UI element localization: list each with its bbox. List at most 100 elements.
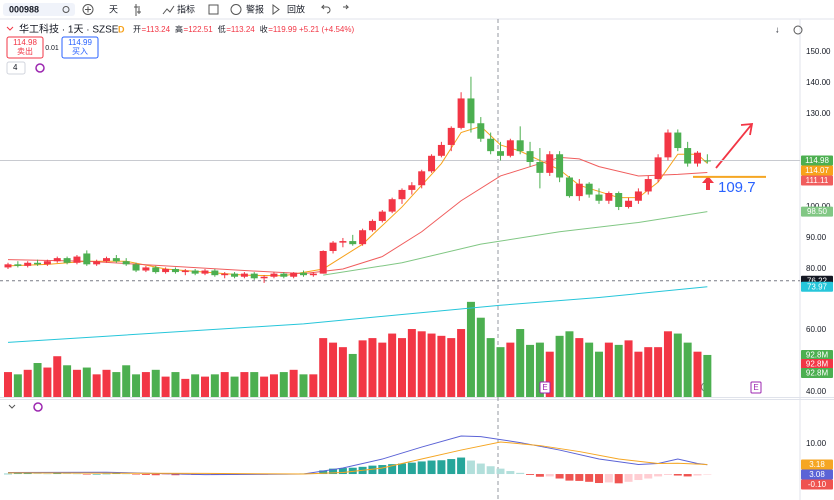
histogram-bar (575, 474, 584, 481)
alert-icon[interactable] (230, 4, 242, 15)
indicator-count[interactable]: 4 (13, 63, 18, 72)
volume-bar (644, 347, 653, 397)
volume-bar (624, 340, 633, 397)
candle-body (73, 256, 81, 263)
axis-value-label: 114.98 (805, 156, 829, 165)
volume-bar (506, 342, 515, 397)
symbol-box[interactable] (3, 3, 75, 16)
candle-body (309, 273, 317, 276)
buy-price[interactable]: 114.99 (68, 38, 92, 47)
candle-body (477, 123, 485, 139)
histogram-bar (4, 473, 12, 475)
legend-value: =113.24 (142, 25, 171, 34)
candle-body (664, 132, 672, 158)
histogram-bar (348, 467, 357, 475)
alerts[interactable]: 警报 (246, 3, 264, 14)
axis-value-label: 3.18 (809, 460, 825, 469)
add-icon[interactable] (82, 4, 94, 15)
histogram-bar (102, 473, 111, 475)
indicator-toggle[interactable] (6, 61, 26, 75)
volume-bar (230, 376, 239, 397)
sell-price[interactable]: 114.98 (13, 38, 37, 47)
candle-body (201, 270, 209, 274)
histogram-bar (23, 473, 32, 475)
y-tick-label: 150.00 (806, 47, 831, 56)
axis-value-label: 114.07 (805, 166, 829, 175)
volume-bar (535, 342, 544, 397)
interval[interactable]: 天 (109, 4, 118, 14)
volume-bar (220, 372, 229, 397)
candle-body (191, 270, 199, 274)
candle-body (171, 268, 179, 273)
buy-button[interactable] (61, 36, 99, 59)
buy-label[interactable]: 买入 (72, 47, 88, 56)
histogram-bar (634, 474, 643, 481)
candle-body (349, 241, 357, 245)
down-arrow[interactable]: ↓ (775, 24, 780, 34)
histogram-bar (486, 466, 495, 475)
add-plus (85, 6, 91, 13)
y-tick-label: 60.00 (806, 325, 827, 334)
candle-body (368, 220, 376, 231)
candle-body (398, 189, 406, 200)
histogram-bar (693, 474, 702, 476)
candle-body (34, 262, 42, 265)
candle-body (546, 154, 554, 173)
search-icon[interactable] (62, 6, 70, 13)
volume-bar (614, 344, 623, 397)
histogram-bar (53, 473, 62, 475)
volume-bar (82, 367, 91, 397)
settings-icon[interactable] (793, 25, 803, 35)
volume-bar (663, 331, 672, 397)
volume-bar (112, 372, 121, 397)
symbol[interactable]: 000988 (9, 4, 39, 14)
chart-type-icon[interactable] (134, 4, 141, 16)
collapse-icon[interactable] (6, 26, 14, 31)
event-badge (750, 381, 762, 394)
up-arrow (702, 176, 714, 190)
histogram-bar (565, 474, 574, 481)
histogram-bar (683, 474, 692, 477)
axis-value-box (801, 469, 833, 480)
histogram-bar (171, 474, 180, 476)
axis-value-label: 73.97 (807, 282, 828, 291)
volume-bar (309, 374, 318, 397)
histogram-bar (82, 474, 91, 475)
undo-icon[interactable] (320, 4, 331, 14)
replay-icon[interactable] (272, 4, 280, 15)
volume-bar (575, 338, 584, 397)
volume-bar (269, 374, 278, 397)
volume-bar (595, 351, 603, 397)
indicators[interactable]: 指标 (177, 3, 195, 14)
sell-button[interactable] (6, 36, 44, 59)
histogram-bar (338, 468, 347, 475)
layout-icon[interactable] (208, 4, 219, 15)
sell-label[interactable]: 卖出 (17, 46, 33, 56)
toolbar (0, 0, 834, 19)
histogram-bar (506, 471, 515, 475)
axis-value-label: 92.8M (806, 351, 829, 360)
volume-bar (13, 374, 22, 397)
candle-body (467, 98, 475, 124)
histogram-bar (427, 460, 436, 475)
y-tick-label: 130.00 (806, 109, 831, 118)
candle-body (103, 258, 110, 262)
volume-bar (319, 338, 328, 397)
volume-bar (33, 363, 42, 397)
candle-body (497, 151, 504, 156)
candle-body (388, 199, 396, 212)
collapse-icon[interactable] (8, 404, 16, 409)
volume-bar (171, 372, 180, 397)
axis-value-label: 111.11 (806, 176, 829, 185)
volume-bar (260, 376, 269, 397)
candle-body (575, 183, 583, 197)
replay[interactable]: 回放 (287, 3, 305, 14)
histogram-bar (545, 474, 554, 477)
indicator-icon[interactable] (33, 402, 43, 412)
histogram-bar (535, 474, 544, 477)
volume-bar (201, 376, 209, 397)
candle-body (694, 152, 701, 164)
redo-icon[interactable] (343, 4, 350, 10)
indicator-icon[interactable] (162, 5, 175, 15)
indicator-icon[interactable] (35, 63, 45, 73)
